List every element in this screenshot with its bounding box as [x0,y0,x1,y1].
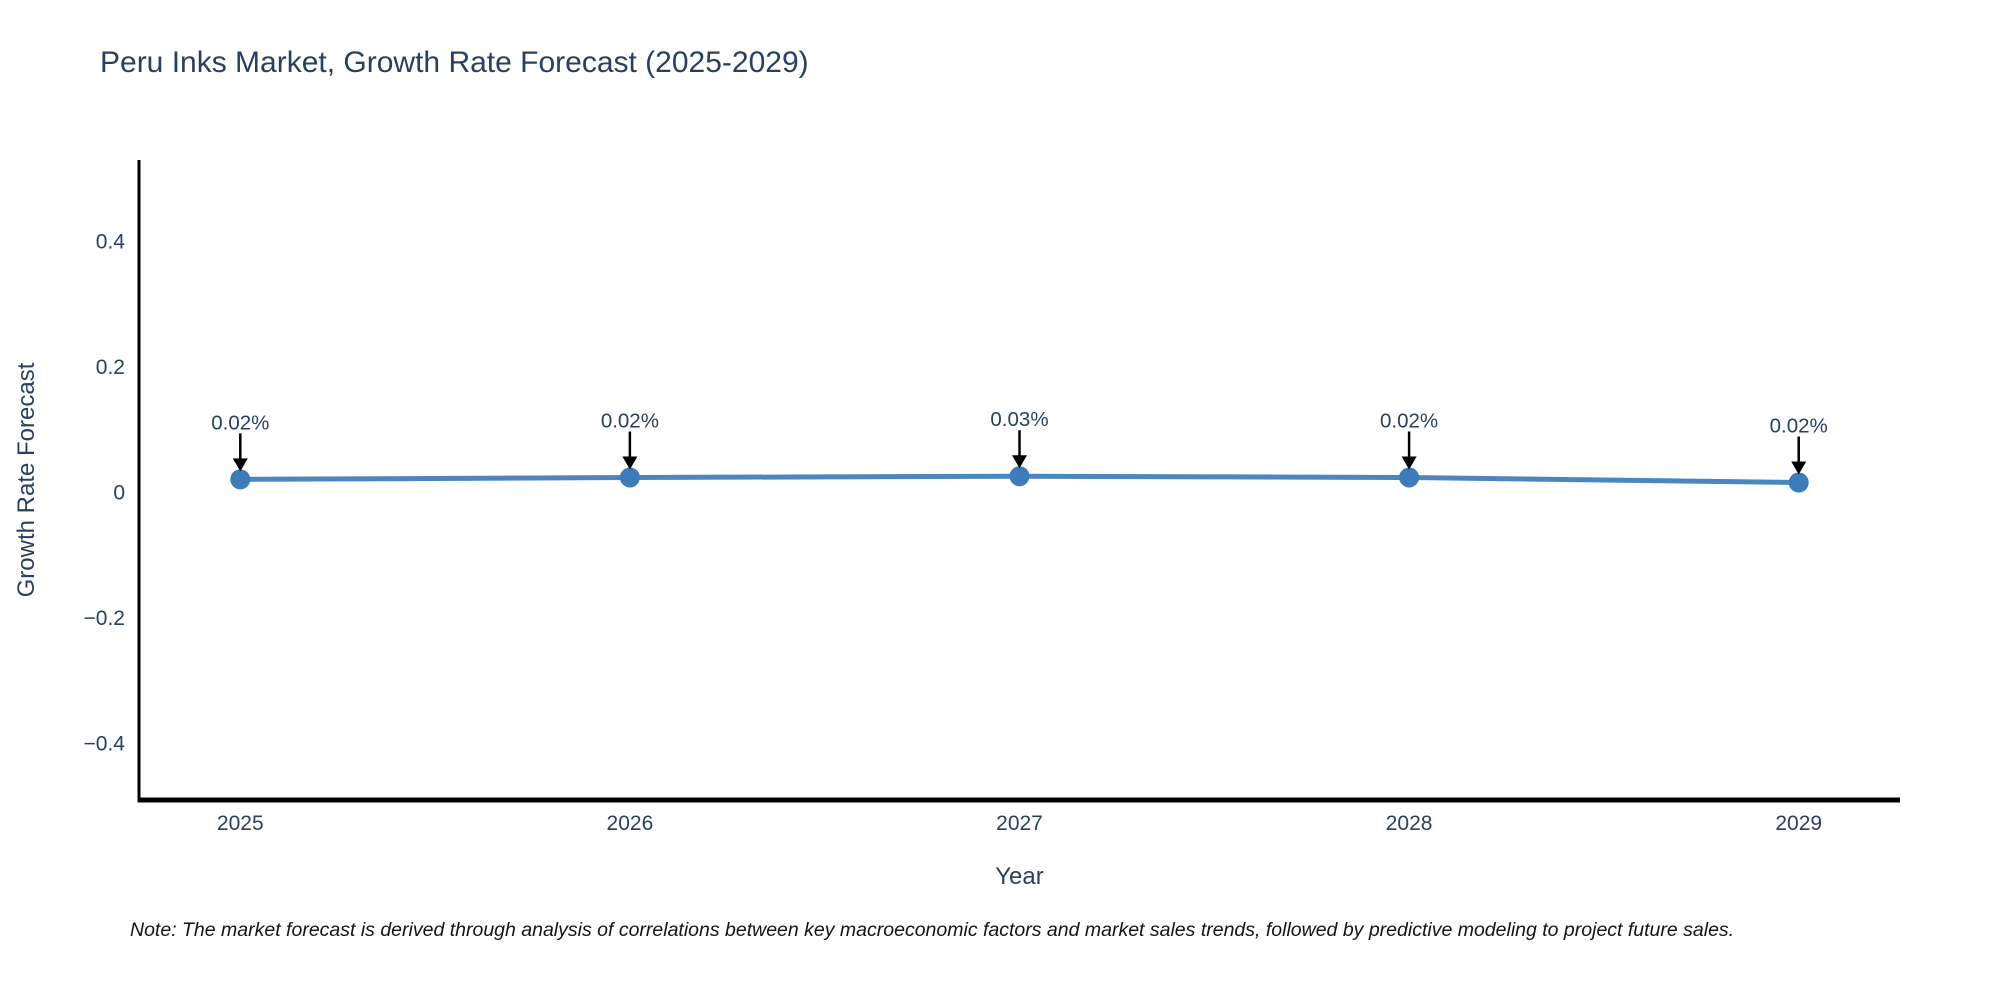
data-point-marker[interactable] [1788,472,1809,493]
y-tick-label: 0 [113,482,125,505]
data-point-marker[interactable] [619,467,640,488]
data-point-marker[interactable] [230,469,251,490]
data-point-marker[interactable] [1009,466,1030,487]
annotation-arrowhead [622,456,638,470]
y-tick-label: −0.4 [84,733,126,756]
x-tick-label: 2028 [1386,812,1433,835]
annotation-label: 0.02% [601,409,659,432]
annotation-arrowhead [232,458,248,472]
annotation-label: 0.03% [990,408,1048,431]
annotation-arrowhead [1401,456,1417,470]
annotation-label: 0.02% [211,411,269,434]
annotation-arrowhead [1791,461,1807,475]
y-axis-title: Growth Rate Forecast [13,362,40,597]
annotation-label: 0.02% [1770,415,1828,438]
x-tick-label: 2027 [996,812,1043,835]
data-point-marker[interactable] [1399,467,1420,488]
annotation-arrowhead [1012,455,1027,469]
x-tick-label: 2029 [1775,812,1822,835]
y-tick-label: 0.4 [96,231,126,254]
footnote: Note: The market forecast is derived thr… [130,919,1735,941]
chart-title: Peru Inks Market, Growth Rate Forecast (… [100,46,809,79]
y-tick-label: −0.2 [84,607,125,630]
x-tick-label: 2025 [217,812,264,835]
x-axis-title: Year [995,863,1044,890]
x-tick-label: 2026 [607,812,654,835]
annotation-label: 0.02% [1380,409,1438,432]
y-tick-label: 0.2 [96,356,125,379]
